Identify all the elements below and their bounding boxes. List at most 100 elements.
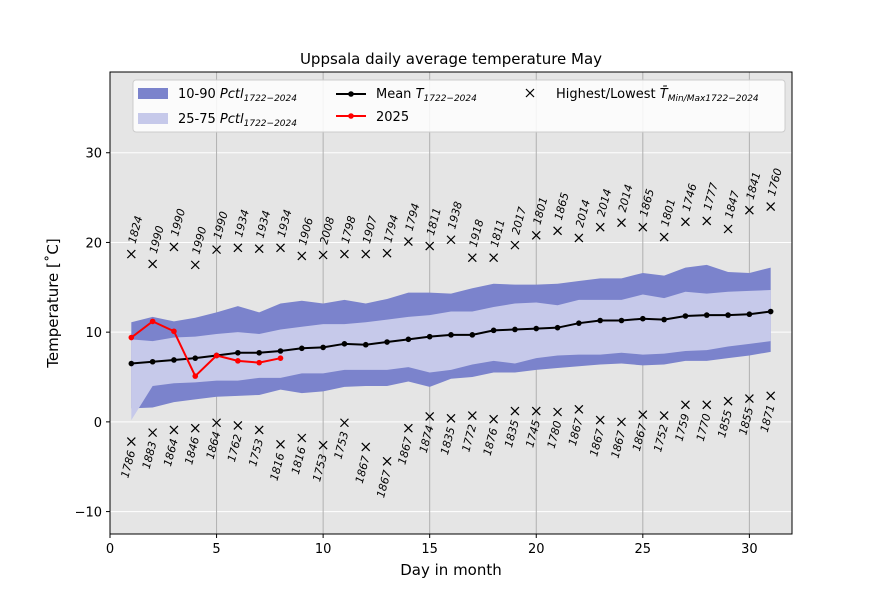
lowest-marker xyxy=(595,415,605,425)
marker-stroke xyxy=(467,253,477,263)
lowest-marker xyxy=(212,418,221,428)
series-point-current xyxy=(149,318,156,325)
lowest-marker xyxy=(489,414,499,424)
highest-marker xyxy=(595,222,605,232)
x-tick-label: 5 xyxy=(212,542,220,557)
y-axis-label: Temperature [˚C] xyxy=(44,238,62,368)
lowest-marker xyxy=(382,456,392,466)
highest-marker xyxy=(510,240,520,250)
highest-marker xyxy=(617,218,626,228)
lowest-marker xyxy=(148,428,158,438)
lowest-marker xyxy=(766,391,776,401)
series-point-mean xyxy=(661,316,667,323)
marker-stroke xyxy=(254,425,264,435)
marker-stroke xyxy=(595,222,605,232)
marker-stroke xyxy=(425,241,435,251)
marker-stroke xyxy=(276,439,285,449)
series-point-mean xyxy=(490,327,497,334)
highest-marker xyxy=(254,244,264,254)
legend-label-25-75: 25-75 Pctl1722−2024 xyxy=(178,112,297,129)
highest-marker xyxy=(446,235,456,245)
lowest-marker xyxy=(318,440,328,450)
lowest-marker xyxy=(446,413,456,423)
marker-stroke xyxy=(574,404,584,414)
marker-stroke xyxy=(446,235,456,245)
marker-stroke xyxy=(297,433,307,443)
lowest-marker xyxy=(297,433,307,443)
series-point-mean xyxy=(192,355,199,361)
y-tick-label: 0 xyxy=(94,416,102,431)
series-point-mean xyxy=(746,311,753,318)
marker-stroke xyxy=(531,230,541,240)
marker-stroke xyxy=(318,250,328,260)
highest-marker xyxy=(425,241,435,251)
marker-stroke xyxy=(340,249,349,259)
lowest-marker xyxy=(403,423,413,433)
marker-stroke xyxy=(574,233,584,243)
lowest-marker xyxy=(510,406,520,416)
series-point-mean xyxy=(299,345,305,352)
lowest-marker xyxy=(723,396,733,406)
lowest-marker xyxy=(531,406,541,416)
marker-stroke xyxy=(766,202,776,211)
band-25-75 xyxy=(131,289,771,421)
y-tick-label: −10 xyxy=(75,506,102,521)
marker-stroke xyxy=(340,418,349,428)
marker-stroke xyxy=(276,243,285,253)
highest-marker xyxy=(702,216,712,226)
marker-stroke xyxy=(254,244,264,254)
series-point-mean xyxy=(235,349,241,356)
marker-stroke xyxy=(190,260,200,270)
lowest-marker xyxy=(744,394,754,403)
series-point-current xyxy=(277,355,284,361)
series-point-mean xyxy=(576,320,582,326)
legend-swatch-10-90 xyxy=(138,88,168,99)
highest-marker xyxy=(212,245,221,255)
highest-marker xyxy=(190,260,200,270)
legend-marker-mean xyxy=(348,91,354,97)
marker-stroke xyxy=(681,217,690,227)
legend-label-extremes: Highest/Lowest T̄Min/Max1722−2024 xyxy=(556,87,759,104)
highest-marker xyxy=(744,205,754,215)
legend: 10-90 Pctl1722−2024 25-75 Pctl1722−2024 … xyxy=(132,79,786,133)
x-axis-label: Day in month xyxy=(400,561,502,579)
marker-stroke xyxy=(489,414,499,424)
series-point-mean xyxy=(405,336,412,343)
series-point-current xyxy=(235,358,241,364)
marker-stroke xyxy=(510,406,520,416)
marker-stroke xyxy=(297,251,307,261)
marker-stroke xyxy=(489,253,499,263)
series-point-mean xyxy=(703,312,710,318)
series-point-mean xyxy=(533,325,540,332)
marker-stroke xyxy=(659,411,669,421)
marker-stroke xyxy=(531,406,541,416)
lowest-marker xyxy=(659,411,669,421)
marker-stroke xyxy=(659,232,669,242)
series-point-mean xyxy=(469,332,476,338)
marker-stroke xyxy=(702,400,712,410)
lowest-marker xyxy=(126,437,136,447)
data-series xyxy=(128,308,774,379)
x-tick-label: 10 xyxy=(315,542,332,557)
lowest-marker xyxy=(233,421,243,430)
lowest-marker xyxy=(190,423,200,433)
series-point-current xyxy=(213,352,220,359)
x-tick-label: 20 xyxy=(528,542,545,557)
series-point-mean xyxy=(426,333,433,340)
highest-marker xyxy=(297,251,307,261)
series-point-mean xyxy=(171,357,177,363)
series-point-mean xyxy=(618,317,625,324)
highest-marker xyxy=(489,253,499,263)
legend-swatch-25-75 xyxy=(138,113,168,124)
marker-stroke xyxy=(126,249,136,259)
marker-stroke xyxy=(510,240,520,250)
marker-stroke xyxy=(446,413,456,423)
highest-marker xyxy=(403,237,413,246)
y-tick-label: 10 xyxy=(85,326,102,341)
highest-marker xyxy=(681,217,690,227)
series-point-current xyxy=(256,359,262,366)
lowest-marker xyxy=(425,412,435,421)
